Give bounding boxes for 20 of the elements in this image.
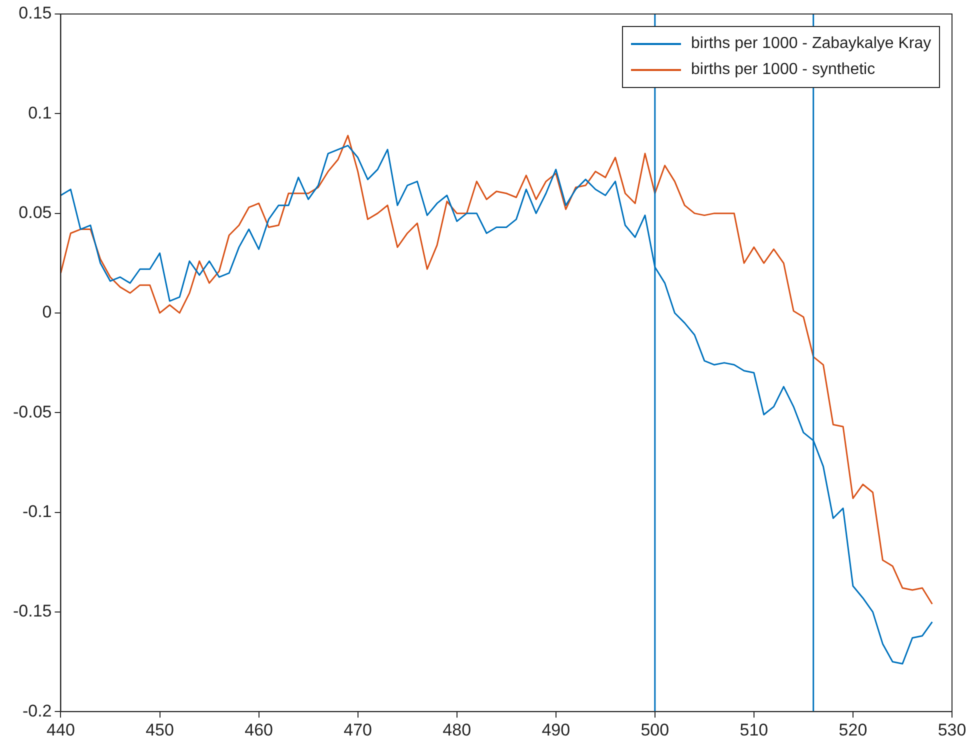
x-tick-label: 440 xyxy=(46,720,75,740)
y-tick-label: -0.1 xyxy=(22,502,52,521)
y-tick-label: -0.05 xyxy=(13,402,52,422)
x-tick-label: 490 xyxy=(542,720,570,740)
x-tick-label: 500 xyxy=(640,720,670,740)
legend-label: births per 1000 - Zabaykalye Kray xyxy=(691,35,932,53)
y-tick-label: 0 xyxy=(42,302,52,322)
x-tick-label: 480 xyxy=(442,720,472,740)
legend-label: births per 1000 - synthetic xyxy=(691,61,876,79)
x-tick-label: 470 xyxy=(344,720,372,740)
x-tick-label: 530 xyxy=(938,720,966,740)
x-tick-label: 460 xyxy=(244,720,273,740)
x-tick-label: 450 xyxy=(146,720,174,740)
y-tick-label: 0.15 xyxy=(18,4,52,23)
x-tick-label: 520 xyxy=(838,720,868,740)
x-tick-label: 510 xyxy=(740,720,768,740)
y-tick-label: 0.05 xyxy=(18,203,52,222)
y-tick-label: 0.1 xyxy=(28,103,52,122)
y-tick-label: -0.15 xyxy=(13,602,52,621)
y-tick-label: -0.2 xyxy=(22,701,52,720)
